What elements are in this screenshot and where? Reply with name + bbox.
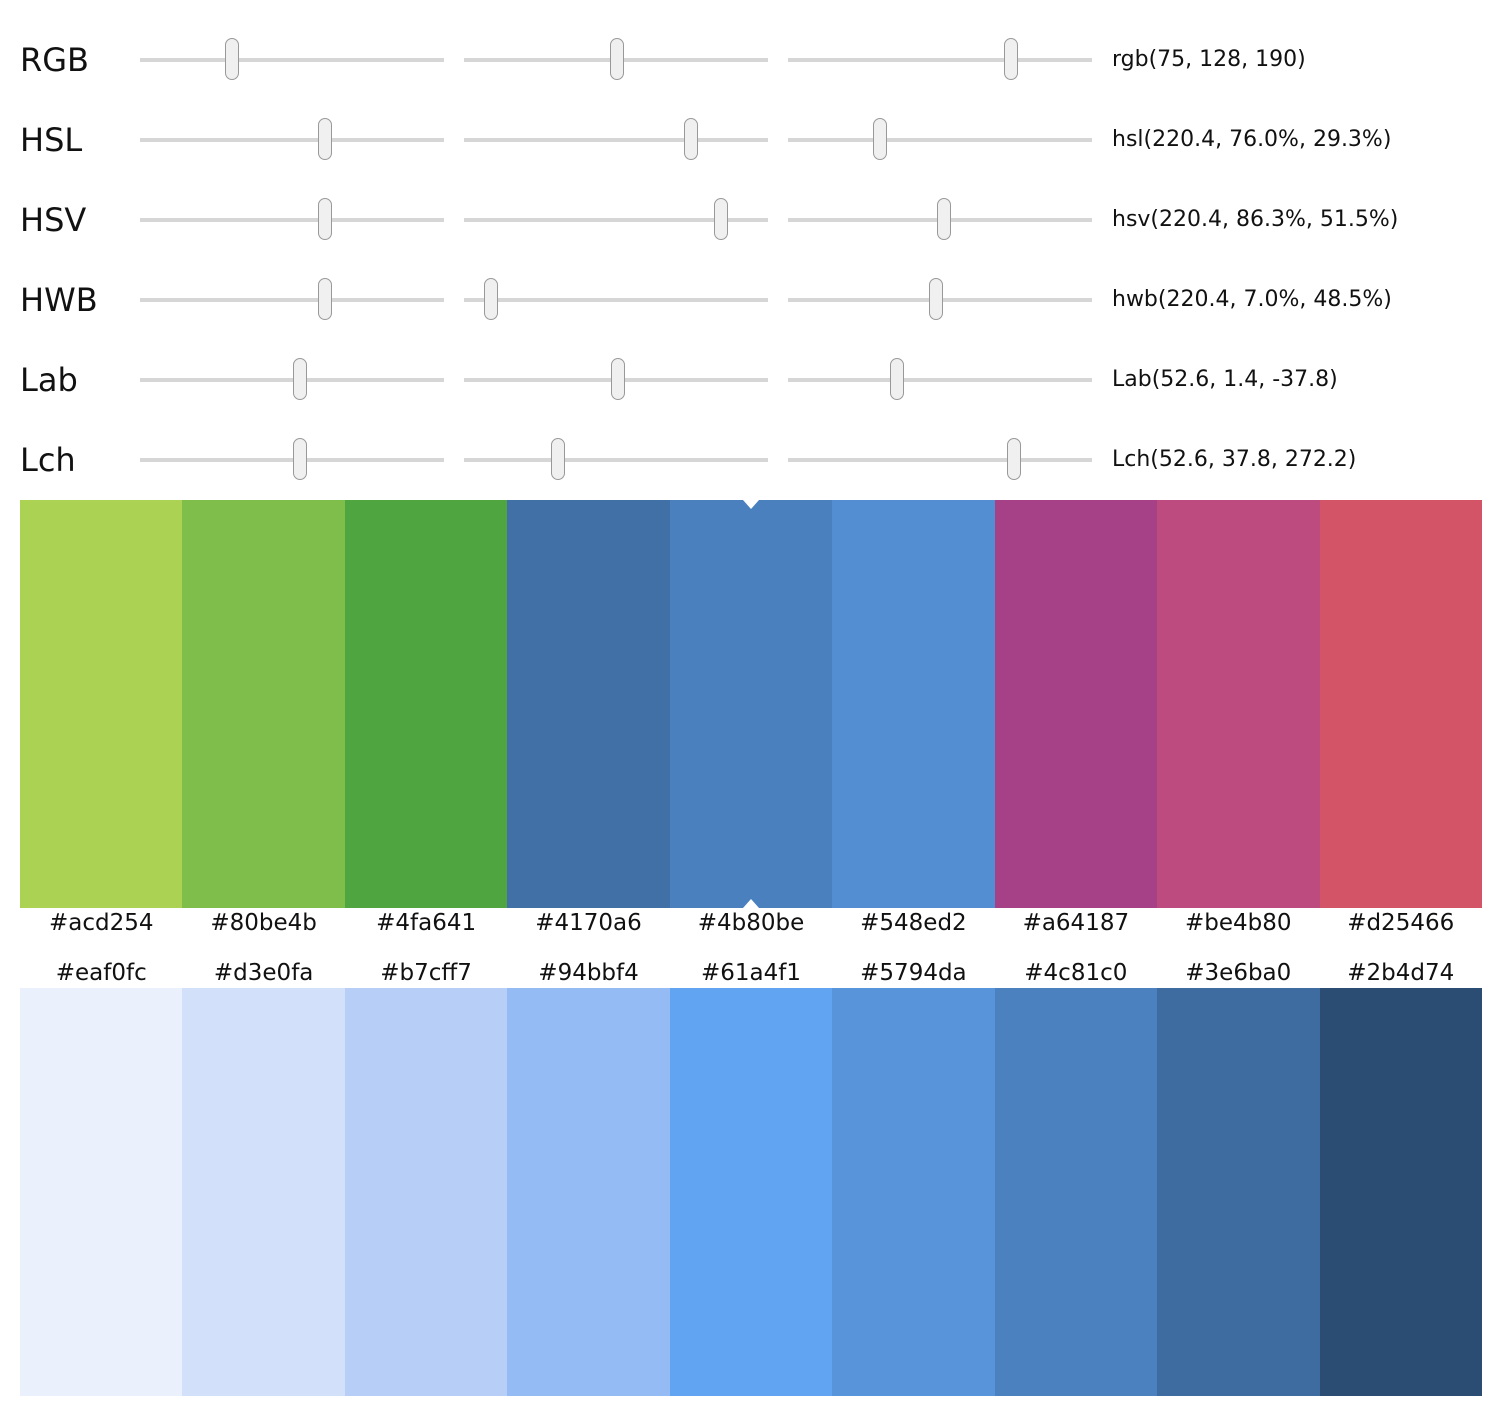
hex-label: #548ed2 <box>860 910 967 936</box>
channel-slider-2[interactable] <box>464 278 768 320</box>
hex-label: #4170a6 <box>535 910 642 936</box>
slider-thumb[interactable] <box>317 118 332 160</box>
hex-label: #4fa641 <box>376 910 477 936</box>
harmony-swatch[interactable] <box>20 500 183 908</box>
model-label: Lch <box>20 441 76 479</box>
hex-label: #b7cff7 <box>380 960 472 986</box>
channel-slider-3[interactable] <box>788 278 1092 320</box>
channel-slider-2[interactable] <box>464 38 768 80</box>
slider-thumb[interactable] <box>609 38 624 80</box>
model-value-text: hsl(220.4, 76.0%, 29.3%) <box>1112 127 1392 152</box>
harmony-swatch[interactable] <box>1157 500 1320 908</box>
slider-thumb[interactable] <box>928 278 943 320</box>
shade-swatches <box>20 988 1482 1396</box>
harmony-swatch[interactable] <box>669 500 833 908</box>
channel-slider-3[interactable] <box>788 358 1092 400</box>
channel-slider-1[interactable] <box>140 438 444 480</box>
channel-slider-2[interactable] <box>464 198 768 240</box>
slider-thumb[interactable] <box>292 358 307 400</box>
hex-label: #eaf0fc <box>55 960 147 986</box>
model-row-lab: Lab Lab(52.6, 1.4, -37.8) <box>0 330 1501 410</box>
model-value-text: Lab(52.6, 1.4, -37.8) <box>1112 367 1338 392</box>
channel-slider-3[interactable] <box>788 198 1092 240</box>
hex-label: #3e6ba0 <box>1185 960 1292 986</box>
channel-slider-3[interactable] <box>788 118 1092 160</box>
channel-slider-1[interactable] <box>140 358 444 400</box>
hex-label: #acd254 <box>48 910 154 936</box>
hex-label: #61a4f1 <box>700 960 801 986</box>
model-label: HSL <box>20 121 83 159</box>
model-label: HSV <box>20 201 87 239</box>
model-label: Lab <box>20 361 78 399</box>
slider-thumb[interactable] <box>714 198 729 240</box>
shades-swatch[interactable] <box>832 988 995 1396</box>
hex-label: #94bbf4 <box>538 960 639 986</box>
model-value-text: hsv(220.4, 86.3%, 51.5%) <box>1112 207 1399 232</box>
harmony-swatch[interactable] <box>507 500 670 908</box>
selected-marker-top <box>743 500 759 509</box>
shades-swatch[interactable] <box>994 988 1158 1396</box>
slider-thumb[interactable] <box>551 438 565 480</box>
slider-thumb[interactable] <box>484 278 499 320</box>
slider-thumb[interactable] <box>610 358 625 400</box>
model-row-rgb: RGB rgb(75, 128, 190) <box>0 10 1501 90</box>
channel-slider-1[interactable] <box>140 198 444 240</box>
harmony-hex-labels: #acd254 #80be4b #4fa641 #4170a6 #4b80be #548e… <box>20 908 1482 938</box>
slider-thumb[interactable] <box>1007 438 1022 480</box>
shade-hex-labels: #eaf0fc #d3e0fa #b7cff7 #94bbf4 #61a4f1 #5794… <box>20 958 1482 988</box>
model-value-text: rgb(75, 128, 190) <box>1112 47 1306 72</box>
slider-thumb[interactable] <box>890 358 905 400</box>
model-row-lch: Lch Lch(52.6, 37.8, 272.2) <box>0 410 1501 490</box>
shades-swatch[interactable] <box>182 988 345 1396</box>
channel-slider-2[interactable] <box>464 118 768 160</box>
channel-slider-2[interactable] <box>464 438 768 480</box>
harmony-swatch[interactable] <box>1319 500 1482 908</box>
channel-slider-1[interactable] <box>140 278 444 320</box>
shades-swatch[interactable] <box>20 988 183 1396</box>
harmony-swatches <box>20 500 1482 908</box>
harmony-swatch[interactable] <box>344 500 508 908</box>
channel-slider-2[interactable] <box>464 358 768 400</box>
shades-swatch[interactable] <box>669 988 833 1396</box>
slider-thumb[interactable] <box>937 198 952 240</box>
slider-thumb[interactable] <box>225 38 240 80</box>
hex-label: #a64187 <box>1022 910 1130 936</box>
slider-thumb[interactable] <box>684 118 699 160</box>
slider-thumb[interactable] <box>292 438 307 480</box>
hex-label: #be4b80 <box>1185 910 1292 936</box>
harmony-swatch[interactable] <box>994 500 1158 908</box>
hex-label: #4b80be <box>697 910 805 936</box>
shades-swatch[interactable] <box>1157 988 1320 1396</box>
harmony-swatch[interactable] <box>182 500 345 908</box>
hex-label: #2b4d74 <box>1347 960 1455 986</box>
hex-label: #d3e0fa <box>213 960 314 986</box>
hex-label: #d25466 <box>1347 910 1455 936</box>
model-row-hwb: HWB hwb(220.4, 7.0%, 48.5%) <box>0 250 1501 330</box>
model-value-text: hwb(220.4, 7.0%, 48.5%) <box>1112 287 1392 312</box>
slider-thumb[interactable] <box>317 198 332 240</box>
channel-slider-3[interactable] <box>788 438 1092 480</box>
shades-swatch[interactable] <box>1319 988 1482 1396</box>
hex-label: #4c81c0 <box>1024 960 1128 986</box>
harmony-swatch[interactable] <box>832 500 995 908</box>
channel-slider-1[interactable] <box>140 38 444 80</box>
hex-label: #5794da <box>860 960 967 986</box>
model-label: HWB <box>20 281 98 319</box>
slider-thumb[interactable] <box>317 278 332 320</box>
shades-swatch[interactable] <box>507 988 670 1396</box>
slider-thumb[interactable] <box>1004 38 1019 80</box>
model-label: RGB <box>20 41 89 79</box>
model-row-hsl: HSL hsl(220.4, 76.0%, 29.3%) <box>0 90 1501 170</box>
channel-slider-3[interactable] <box>788 38 1092 80</box>
hex-label: #80be4b <box>210 910 317 936</box>
model-row-hsv: HSV hsv(220.4, 86.3%, 51.5%) <box>0 170 1501 250</box>
selected-marker-bottom <box>743 899 759 908</box>
channel-slider-1[interactable] <box>140 118 444 160</box>
slider-thumb[interactable] <box>872 118 887 160</box>
model-value-text: Lch(52.6, 37.8, 272.2) <box>1112 447 1357 472</box>
shades-swatch[interactable] <box>344 988 508 1396</box>
